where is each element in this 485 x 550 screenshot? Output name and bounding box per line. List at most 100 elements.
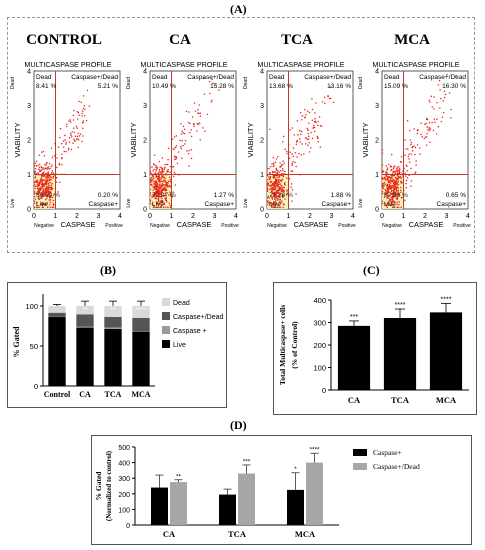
scatter-point	[156, 188, 159, 191]
x-axis-label: CASPASE	[409, 220, 444, 229]
x-tick-label: 3	[97, 213, 101, 220]
quadrant-label-dead: Dead	[384, 74, 400, 81]
scatter-point	[41, 192, 44, 195]
scatter-point	[41, 151, 43, 153]
scatter-point	[160, 190, 163, 193]
scatter-point	[279, 206, 282, 209]
bar-segment-caspase-dead	[132, 318, 150, 332]
scatter-point	[280, 190, 283, 193]
scatter-point	[292, 147, 295, 149]
scatter-point	[169, 178, 172, 181]
normalized-grouped-bar-chart: 0 100 200 300 400 500 % Gated (Normalized to co…	[94, 445, 420, 539]
scatter-point	[161, 188, 164, 191]
scatter-point	[42, 187, 44, 190]
y-tick-label: 3	[27, 103, 31, 110]
scatter-point	[397, 183, 400, 186]
scatter-point	[38, 184, 40, 187]
scatter-point	[382, 182, 384, 185]
scatter-point	[149, 171, 152, 174]
x-tick-label: 1	[287, 213, 291, 220]
scatter-point	[157, 180, 160, 182]
scatter-point	[409, 139, 412, 141]
scatter-point	[388, 200, 390, 202]
scatter-point	[387, 190, 390, 193]
scatter-point	[284, 170, 286, 173]
scatter-point	[65, 143, 67, 145]
scatter-point	[279, 183, 282, 185]
scatter-point	[154, 192, 156, 195]
scatter-point	[77, 132, 79, 135]
scatter-point	[158, 176, 161, 179]
scatter-point	[211, 78, 213, 81]
scatter-point	[66, 123, 68, 125]
scatter-point	[312, 127, 314, 129]
scatter-point	[40, 180, 42, 182]
scatter-point	[421, 136, 424, 138]
quadrant-label-live: Live	[36, 201, 48, 208]
scatter-point	[78, 114, 80, 116]
scatter-point	[35, 192, 37, 194]
scatter-point	[61, 153, 63, 156]
scatter-point	[282, 174, 284, 177]
scatter-point	[158, 187, 160, 189]
y-side-label-live: Live	[358, 198, 364, 207]
scatter-point	[153, 205, 155, 207]
scatter-point	[169, 180, 171, 183]
scatter-point	[82, 135, 84, 137]
scatter-point	[164, 182, 167, 184]
scatter-point	[392, 182, 395, 185]
scatter-point	[316, 135, 319, 138]
scatter-point	[301, 118, 303, 121]
scatter-point	[311, 108, 314, 111]
scatter-point	[277, 199, 279, 201]
scatter-point	[397, 206, 400, 209]
bar-caspase-dead	[238, 473, 255, 525]
scatter-point	[38, 206, 41, 209]
legend-swatch	[162, 298, 170, 306]
scatter-point	[155, 195, 158, 197]
scatter-point	[284, 148, 286, 151]
scatter-point	[55, 181, 58, 183]
scatter-point	[55, 176, 58, 179]
scatter-point	[274, 188, 276, 190]
scatter-point	[386, 206, 389, 209]
scatter-point	[271, 192, 274, 194]
quadrant-label-live: Live	[152, 201, 164, 208]
scatter-point	[428, 99, 430, 102]
scatter-point	[149, 192, 152, 194]
scatter-point	[175, 145, 178, 147]
scatter-point	[307, 135, 310, 138]
scatter-point	[39, 192, 41, 195]
scatter-point	[390, 202, 392, 204]
scatter-point	[39, 170, 41, 173]
scatter-point	[165, 206, 167, 209]
scatter-point	[272, 202, 274, 205]
scatter-point	[327, 95, 329, 98]
scatter-point	[279, 193, 281, 196]
scatter-point	[61, 163, 63, 166]
x-tick-label: 4	[234, 213, 238, 220]
y-tick-label: 1	[375, 172, 379, 179]
scatter-point	[405, 186, 408, 189]
scatter-point	[436, 118, 438, 121]
scatter-point	[333, 101, 335, 103]
y-axis-label: VIABILITY	[361, 122, 370, 157]
scatter-point	[280, 174, 283, 177]
scatter-point	[85, 119, 88, 122]
scatter-point	[280, 165, 282, 167]
scatter-point	[274, 196, 276, 199]
scatter-point	[71, 131, 73, 133]
scatter-point	[387, 201, 389, 204]
scatter-point	[33, 202, 36, 204]
scatter-point	[164, 180, 167, 182]
scatter-point	[286, 192, 288, 194]
scatter-point	[292, 155, 295, 158]
scatter-point	[271, 198, 274, 200]
scatter-point	[313, 126, 316, 129]
scatter-point	[398, 166, 400, 168]
scatter-point	[398, 170, 401, 172]
scatter-point	[34, 172, 36, 174]
scatter-point	[292, 161, 294, 163]
scatter-point	[149, 170, 152, 172]
scatter-point	[273, 176, 276, 179]
